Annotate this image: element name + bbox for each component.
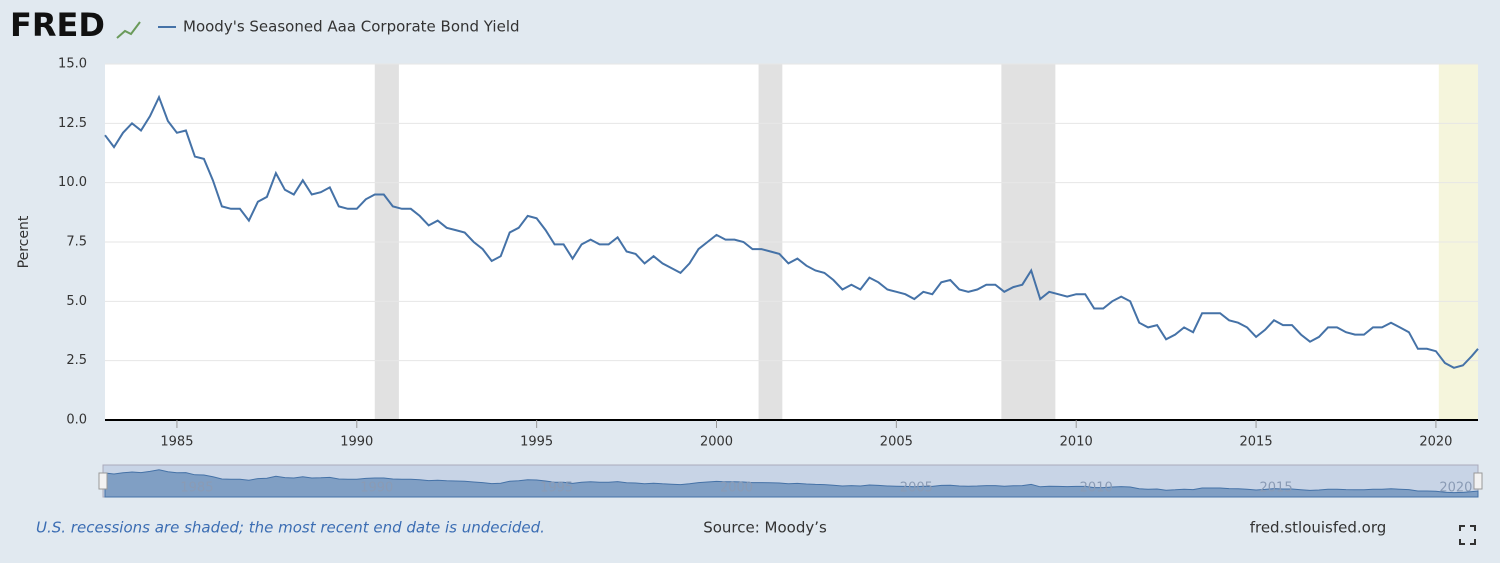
x-tick-label: 1990 xyxy=(340,435,373,450)
x-tick-label: 2005 xyxy=(880,435,913,450)
site: fred.stlouisfed.org xyxy=(1250,519,1387,537)
navigator-tick-label: 2010 xyxy=(1080,481,1113,496)
note: U.S. recessions are shaded; the most rec… xyxy=(36,519,545,537)
y-tick-label: 15.0 xyxy=(58,57,87,72)
logo: FRED xyxy=(10,6,105,44)
y-tick-label: 5.0 xyxy=(66,294,87,309)
legend-label: Moody's Seasoned Aaa Corporate Bond Yiel… xyxy=(183,18,520,36)
navigator-tick-label: 2000 xyxy=(720,481,753,496)
y-axis-label: Percent xyxy=(16,215,32,268)
source: Source: Moody’s xyxy=(703,519,827,537)
navigator-handle[interactable] xyxy=(1473,472,1483,490)
y-tick-label: 12.5 xyxy=(58,116,87,131)
navigator-area xyxy=(104,469,1479,498)
navigator-handle[interactable] xyxy=(98,472,108,490)
navigator-tick-label: 2015 xyxy=(1260,481,1293,496)
logo-icon xyxy=(116,21,141,39)
fullscreen-icon[interactable] xyxy=(1459,525,1476,545)
x-tick-label: 1985 xyxy=(160,435,193,450)
y-tick-label: 2.5 xyxy=(66,353,87,368)
x-tick-label: 2020 xyxy=(1419,435,1452,450)
y-tick-label: 7.5 xyxy=(66,235,87,250)
navigator-tick-label: 1990 xyxy=(360,481,393,496)
series-line xyxy=(104,94,1479,369)
x-tick-label: 1995 xyxy=(520,435,553,450)
x-tick-label: 2015 xyxy=(1240,435,1273,450)
y-tick-label: 10.0 xyxy=(58,175,87,190)
navigator-tick-label: 2005 xyxy=(900,481,933,496)
navigator-tick-label: 1995 xyxy=(540,481,573,496)
navigator-tick-label: 2020 xyxy=(1439,481,1472,496)
x-tick-label: 2010 xyxy=(1060,435,1093,450)
x-tick-label: 2000 xyxy=(700,435,733,450)
y-tick-label: 0.0 xyxy=(66,413,87,428)
navigator-tick-label: 1985 xyxy=(180,481,213,496)
